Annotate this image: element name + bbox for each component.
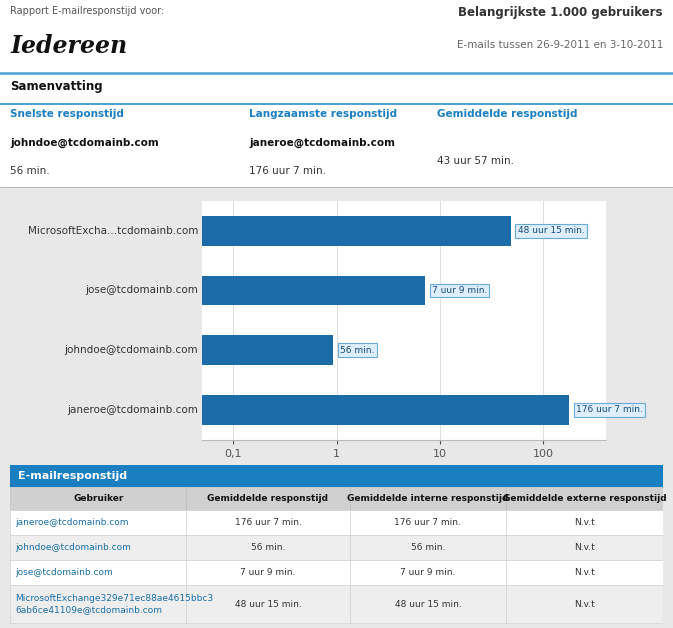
Bar: [506, 560, 663, 585]
Text: Iedereen: Iedereen: [10, 34, 127, 58]
X-axis label: Uur: Uur: [393, 465, 415, 479]
Text: 0: 0: [186, 468, 193, 479]
Text: janeroe@tcdomainb.com: janeroe@tcdomainb.com: [15, 518, 129, 528]
Bar: [506, 585, 663, 624]
Bar: [186, 487, 349, 511]
Bar: [349, 535, 506, 560]
Bar: [10, 560, 186, 585]
Text: 56 min.: 56 min.: [341, 345, 375, 355]
Text: Gemiddelde externe responstijd: Gemiddelde externe responstijd: [503, 494, 666, 503]
Bar: [10, 465, 663, 487]
Bar: [10, 535, 186, 560]
Text: E-mailresponstijd: E-mailresponstijd: [18, 471, 127, 481]
Text: 176 uur 7 min.: 176 uur 7 min.: [576, 405, 643, 414]
Bar: [0, 276, 425, 305]
Text: MicrosoftExchange329e71ec88ae4615bbc3
6ab6ce41109e@tcdomainb.com: MicrosoftExchange329e71ec88ae4615bbc3 6a…: [15, 594, 213, 614]
Bar: [186, 511, 349, 535]
Bar: [0, 395, 569, 425]
Text: N.v.t: N.v.t: [574, 568, 595, 577]
Bar: [349, 511, 506, 535]
Text: 56 min.: 56 min.: [10, 166, 50, 176]
Bar: [349, 560, 506, 585]
Text: E-mails tussen 26-9-2011 en 3-10-2011: E-mails tussen 26-9-2011 en 3-10-2011: [456, 40, 663, 50]
Bar: [0, 216, 511, 246]
Text: johndoe@tcdomainb.com: johndoe@tcdomainb.com: [10, 138, 159, 148]
Text: N.v.t: N.v.t: [574, 518, 595, 528]
Text: N.v.t: N.v.t: [574, 600, 595, 609]
Text: johndoe@tcdomainb.com: johndoe@tcdomainb.com: [65, 345, 198, 355]
Text: Gemiddelde interne responstijd: Gemiddelde interne responstijd: [347, 494, 509, 503]
Text: Gemiddelde responstijd: Gemiddelde responstijd: [207, 494, 328, 503]
Bar: [186, 535, 349, 560]
Bar: [186, 585, 349, 624]
Bar: [10, 585, 186, 624]
Bar: [506, 511, 663, 535]
Text: 176 uur 7 min.: 176 uur 7 min.: [234, 518, 302, 528]
Text: Rapport E-mailresponstijd voor:: Rapport E-mailresponstijd voor:: [10, 6, 164, 16]
Text: 176 uur 7 min.: 176 uur 7 min.: [249, 166, 326, 176]
Text: 43 uur 57 min.: 43 uur 57 min.: [437, 156, 514, 166]
Bar: [506, 487, 663, 511]
Bar: [349, 487, 506, 511]
Bar: [10, 487, 186, 511]
Text: jose@tcdomainb.com: jose@tcdomainb.com: [85, 286, 198, 295]
Text: Gebruiker: Gebruiker: [73, 494, 123, 503]
Text: Samenvatting: Samenvatting: [10, 80, 103, 93]
Text: Belangrijkste 1.000 gebruikers: Belangrijkste 1.000 gebruikers: [458, 6, 663, 19]
Bar: [349, 585, 506, 624]
Text: jose@tcdomainb.com: jose@tcdomainb.com: [15, 568, 113, 577]
Text: 7 uur 9 min.: 7 uur 9 min.: [400, 568, 456, 577]
Text: N.v.t: N.v.t: [574, 543, 595, 552]
Text: Langzaamste responstijd: Langzaamste responstijd: [249, 109, 397, 119]
Text: janeroe@tcdomainb.com: janeroe@tcdomainb.com: [67, 405, 198, 414]
Text: 48 uur 15 min.: 48 uur 15 min.: [235, 600, 302, 609]
Text: 7 uur 9 min.: 7 uur 9 min.: [432, 286, 487, 295]
Text: MicrosoftExcha...tcdomainb.com: MicrosoftExcha...tcdomainb.com: [28, 226, 198, 236]
Text: johndoe@tcdomainb.com: johndoe@tcdomainb.com: [15, 543, 131, 552]
Text: 56 min.: 56 min.: [411, 543, 445, 552]
Text: 176 uur 7 min.: 176 uur 7 min.: [394, 518, 461, 528]
Text: 48 uur 15 min.: 48 uur 15 min.: [394, 600, 461, 609]
Bar: [10, 511, 186, 535]
Text: Gemiddelde responstijd: Gemiddelde responstijd: [437, 109, 578, 119]
Text: 48 uur 15 min.: 48 uur 15 min.: [518, 226, 584, 236]
Text: 7 uur 9 min.: 7 uur 9 min.: [240, 568, 295, 577]
Text: janeroe@tcdomainb.com: janeroe@tcdomainb.com: [249, 138, 395, 148]
Bar: [506, 535, 663, 560]
Text: Snelste responstijd: Snelste responstijd: [10, 109, 124, 119]
Bar: [0, 335, 333, 365]
Text: 56 min.: 56 min.: [251, 543, 285, 552]
Bar: [186, 560, 349, 585]
